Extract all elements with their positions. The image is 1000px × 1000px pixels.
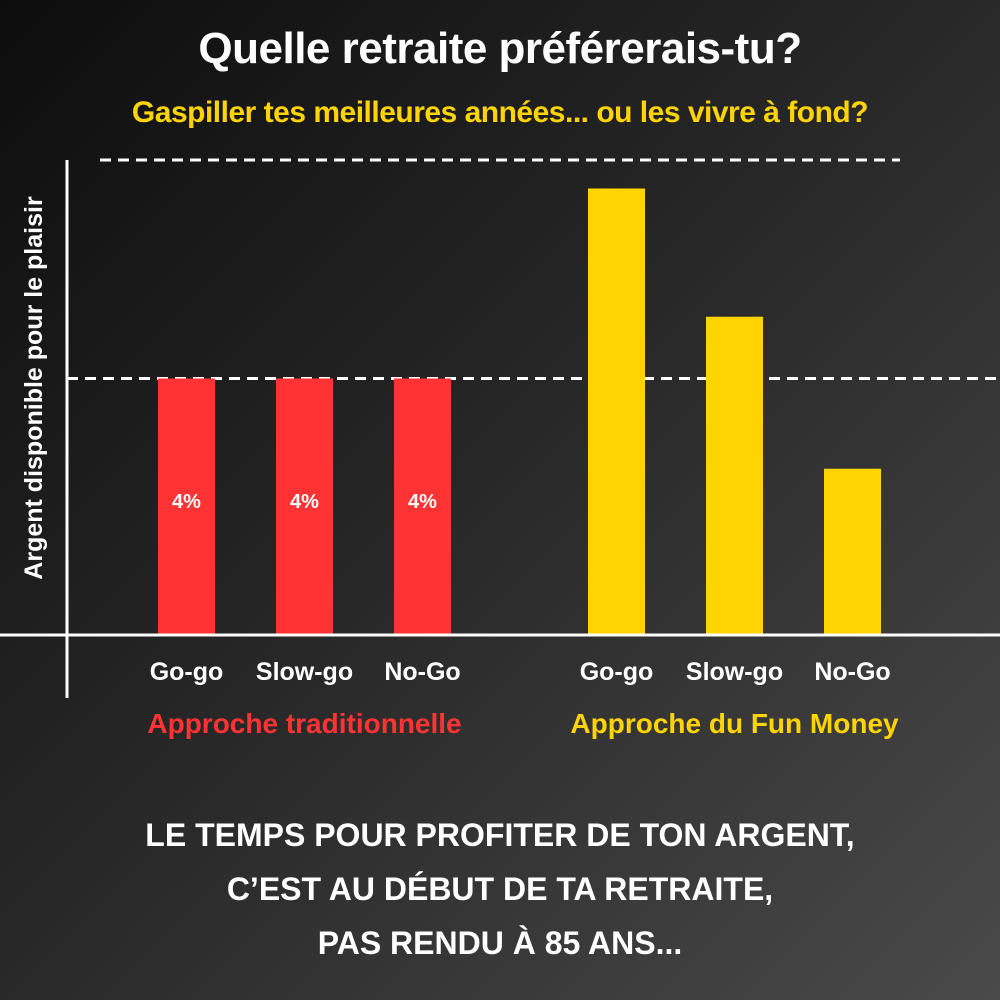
reference-lines xyxy=(67,158,1000,380)
bar xyxy=(824,468,881,635)
bar-data-label: 4% xyxy=(290,491,319,513)
y-axis-label: Argent disponible pour le plaisir xyxy=(20,196,48,580)
footer-line: C’EST AU DÉBUT DE TA RETRAITE, xyxy=(226,871,774,907)
x-tick-label: No-Go xyxy=(814,658,890,686)
category-labels: Go-go Slow-go No-Go Approche traditionnelle… xyxy=(147,658,899,739)
x-tick-label: Slow-go xyxy=(256,658,353,686)
bar xyxy=(588,188,645,635)
chart-title: Quelle retraite préférerais-tu? xyxy=(198,24,802,73)
group-label: Approche du Fun Money xyxy=(570,708,899,739)
axes xyxy=(0,160,1000,698)
x-tick-label: Go-go xyxy=(580,658,654,686)
bar-data-label: 4% xyxy=(408,491,437,513)
bar xyxy=(706,316,763,635)
bar-data-label: 4% xyxy=(172,491,201,513)
footer-line: LE TEMPS POUR PROFITER DE TON ARGENT, xyxy=(145,817,855,853)
chart-subtitle: Gaspiller tes meilleures années... ou le… xyxy=(131,96,869,129)
bar xyxy=(394,378,451,635)
x-tick-label: Slow-go xyxy=(686,658,783,686)
footer-line: PAS RENDU À 85 ANS... xyxy=(317,925,683,961)
group-label: Approche traditionnelle xyxy=(147,708,461,739)
bar xyxy=(276,378,333,635)
bars: 4% 4% 4% xyxy=(158,188,881,635)
bar xyxy=(158,378,215,635)
x-tick-label: Go-go xyxy=(150,658,224,686)
x-tick-label: No-Go xyxy=(384,658,460,686)
footer-message: LE TEMPS POUR PROFITER DE TON ARGENT, C’… xyxy=(0,808,1000,970)
